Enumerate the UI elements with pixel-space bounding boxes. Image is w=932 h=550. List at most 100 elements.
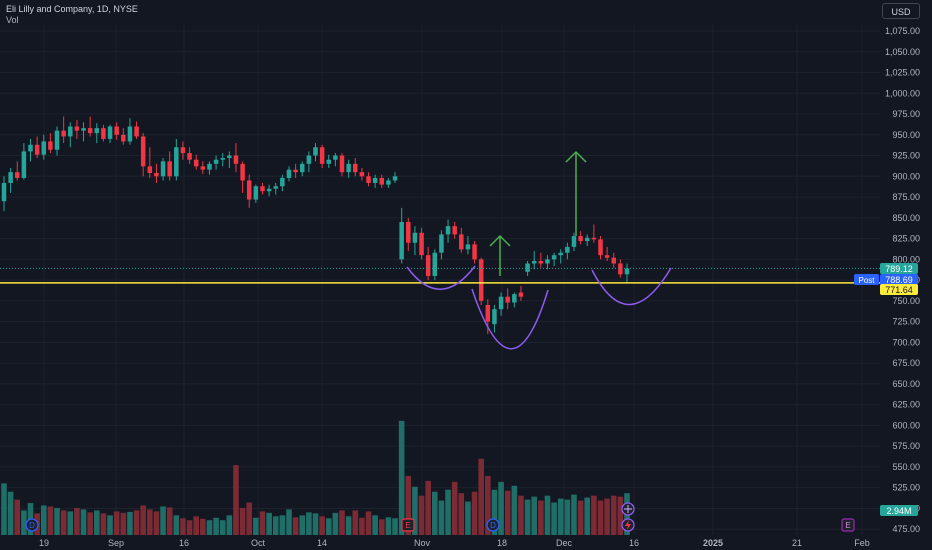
candle-body[interactable] (472, 244, 477, 260)
candle-body[interactable] (459, 234, 464, 250)
dividend-marker-aug[interactable] (25, 518, 39, 532)
candle-body[interactable] (439, 234, 444, 253)
price-axis[interactable]: 1,075.00 1,050.00 1,025.00 1,000.00 975.00 95… (880, 24, 932, 536)
candle-body[interactable] (359, 172, 365, 177)
candle-body[interactable] (571, 236, 577, 247)
candle-body[interactable] (531, 261, 537, 264)
candle-body[interactable] (518, 292, 524, 297)
candle-body[interactable] (558, 252, 563, 256)
head-arc[interactable] (471, 288, 549, 350)
candle-body[interactable] (187, 153, 192, 160)
candle-body[interactable] (386, 180, 391, 185)
candle-body[interactable] (246, 180, 252, 200)
candle-body[interactable] (107, 126, 113, 139)
candle-body[interactable] (598, 239, 603, 256)
earnings-marker-oct[interactable] (401, 518, 415, 532)
candle-body[interactable] (319, 147, 325, 164)
candle-body[interactable] (346, 163, 351, 173)
candle-body[interactable] (406, 221, 411, 243)
candle-body[interactable] (273, 186, 278, 189)
candle-body[interactable] (154, 172, 159, 177)
candle-body[interactable] (452, 226, 457, 235)
candle-body[interactable] (333, 155, 338, 160)
candle-body[interactable] (41, 141, 47, 155)
candle-body[interactable] (286, 169, 292, 178)
candle-body[interactable] (167, 161, 172, 177)
candle-body[interactable] (81, 128, 86, 131)
candle-body[interactable] (140, 136, 146, 167)
candle-body[interactable] (412, 232, 418, 243)
candle-body[interactable] (160, 161, 166, 177)
candle-body[interactable] (624, 268, 630, 275)
candle-body[interactable] (299, 163, 305, 173)
candle-body[interactable] (366, 176, 371, 183)
candle-body[interactable] (372, 177, 378, 183)
candle-body[interactable] (180, 147, 186, 154)
candle-body[interactable] (227, 155, 232, 159)
candle-body[interactable] (551, 255, 557, 260)
candle-body[interactable] (313, 147, 318, 156)
candle-body[interactable] (101, 128, 106, 139)
candle-body[interactable] (584, 237, 590, 242)
candle-body[interactable] (618, 263, 623, 275)
right-shoulder-arc[interactable] (591, 267, 672, 306)
candle-body[interactable] (432, 252, 438, 276)
dividend-marker-nov[interactable] (486, 518, 500, 532)
candle-body[interactable] (68, 126, 73, 137)
candle-body[interactable] (28, 144, 33, 152)
candle-body[interactable] (240, 163, 245, 181)
candle-body[interactable] (61, 130, 66, 137)
candle-body[interactable] (8, 172, 13, 183)
candle-body[interactable] (505, 296, 510, 303)
volume-legend[interactable]: Vol (6, 15, 19, 25)
candle-body[interactable] (379, 177, 385, 185)
candle-body[interactable] (147, 166, 153, 173)
candle-body[interactable] (425, 255, 431, 276)
candle-body[interactable] (538, 261, 544, 264)
candle-body[interactable] (392, 176, 398, 181)
candle-body[interactable] (127, 126, 133, 142)
candle-body[interactable] (498, 296, 504, 310)
candle-body[interactable] (266, 188, 272, 192)
candle-body[interactable] (399, 221, 404, 260)
candle-body[interactable] (233, 155, 239, 164)
candle-body[interactable] (207, 163, 212, 170)
event-markers[interactable]: D E D E (25, 502, 855, 532)
candle-body[interactable] (578, 236, 583, 242)
candle-body[interactable] (280, 177, 285, 187)
candle-body[interactable] (21, 151, 27, 178)
candle-body[interactable] (34, 144, 40, 155)
target-arrow-left-head[interactable] (489, 234, 511, 247)
candle-body[interactable] (339, 155, 345, 173)
candle-body[interactable] (121, 134, 126, 142)
candle-body[interactable] (293, 169, 298, 173)
candle-body[interactable] (525, 263, 530, 272)
candle-body[interactable] (134, 126, 139, 137)
candle-body[interactable] (174, 147, 179, 177)
earnings-marker-feb[interactable] (841, 518, 855, 532)
candle-body[interactable] (48, 141, 53, 150)
candle-body[interactable] (492, 309, 497, 325)
candle-body[interactable] (326, 159, 332, 164)
candle-body[interactable] (94, 128, 100, 134)
candle-body[interactable] (15, 172, 20, 178)
candle-body[interactable] (87, 128, 93, 134)
candle-body[interactable] (512, 294, 517, 303)
candle-body[interactable] (353, 163, 358, 173)
candle-body[interactable] (54, 130, 60, 150)
left-shoulder-arc[interactable] (406, 265, 476, 290)
symbol-title[interactable]: Eli Lilly and Company, 1D, NYSE (6, 4, 138, 14)
candle-body[interactable] (478, 259, 484, 301)
candle-body[interactable] (604, 255, 610, 258)
candle-body[interactable] (419, 232, 424, 256)
candle-body[interactable] (253, 186, 259, 200)
candle-body[interactable] (200, 166, 206, 170)
candle-body[interactable] (1, 182, 7, 202)
candle-body[interactable] (565, 246, 570, 253)
candle-body[interactable] (74, 126, 80, 131)
candle-body[interactable] (591, 237, 597, 240)
candle-body[interactable] (220, 158, 225, 160)
candle-body[interactable] (114, 126, 119, 135)
candle-body[interactable] (306, 155, 312, 164)
